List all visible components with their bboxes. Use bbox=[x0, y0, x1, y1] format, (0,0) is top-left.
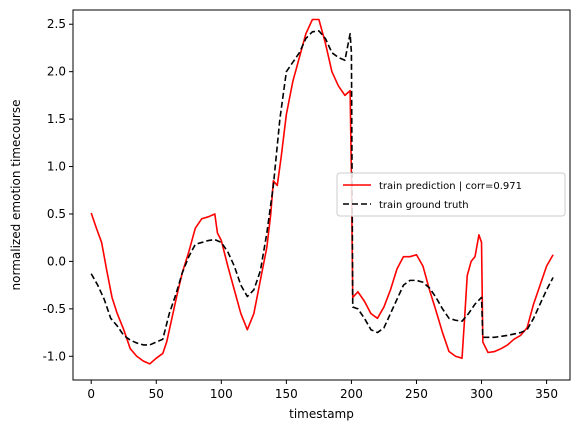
axis-ticks: 0 50 100 150 200 250 300 350 -1.0 -0.5 0.0 0.5 1.0 1.… bbox=[43, 17, 558, 401]
series-lines bbox=[90, 18, 554, 365]
y-tick-label: 2.0 bbox=[47, 65, 66, 79]
y-tick-label: 0.5 bbox=[47, 207, 66, 221]
legend-label-prediction: train prediction | corr=0.971 bbox=[379, 181, 522, 192]
x-axis-label: timestamp bbox=[289, 407, 354, 421]
y-tick-label: -0.5 bbox=[43, 302, 66, 316]
x-tick-label: 50 bbox=[149, 387, 164, 401]
x-tick-label: 150 bbox=[275, 387, 298, 401]
series-line-prediction bbox=[90, 18, 554, 365]
series-line-ground-truth bbox=[90, 30, 554, 346]
x-tick-label: 200 bbox=[340, 387, 363, 401]
y-tick-label: 2.5 bbox=[47, 17, 66, 31]
y-tick-label: 0.0 bbox=[47, 254, 66, 268]
y-tick-label: 1.0 bbox=[47, 160, 66, 174]
legend: train prediction | corr=0.971 train grou… bbox=[336, 172, 566, 217]
x-tick-label: 250 bbox=[405, 387, 428, 401]
plot-frame bbox=[72, 9, 571, 381]
x-tick-label: 0 bbox=[87, 387, 95, 401]
x-tick-label: 100 bbox=[210, 387, 233, 401]
legend-label-ground-truth: train ground truth bbox=[379, 200, 469, 211]
legend-box bbox=[336, 172, 566, 217]
y-tick-label: 1.5 bbox=[47, 112, 66, 126]
y-tick-label: -1.0 bbox=[43, 349, 66, 363]
x-tick-label: 300 bbox=[470, 387, 493, 401]
x-tick-label: 350 bbox=[535, 387, 558, 401]
y-axis-label: normalized emotion timecourse bbox=[9, 100, 23, 291]
